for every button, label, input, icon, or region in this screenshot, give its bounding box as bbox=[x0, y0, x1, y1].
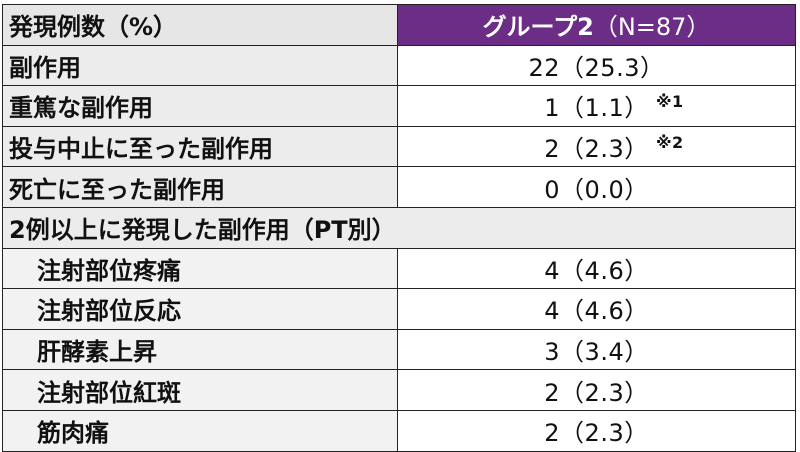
row-value-text: 0（0.0） bbox=[544, 175, 649, 204]
group-n: （N=87） bbox=[593, 13, 711, 42]
row-value-text: 1（1.1） bbox=[544, 94, 649, 123]
row-label: 副作用 bbox=[2, 44, 398, 87]
table-row: 注射部位反応 4（4.6） bbox=[2, 288, 796, 330]
row-value-text: 22（25.3） bbox=[528, 53, 665, 82]
footnote-marker: ※2 bbox=[656, 132, 684, 152]
table-row: 筋肉痛 2（2.3） bbox=[2, 409, 796, 452]
row-value-text: 2（2.3） bbox=[544, 135, 649, 164]
group-header: グループ2（N=87） bbox=[397, 4, 796, 46]
table-row: 注射部位疼痛 4（4.6） bbox=[2, 247, 796, 290]
table-row: 重篤な副作用 1（1.1） ※1 bbox=[2, 85, 796, 127]
row-label: 重篤な副作用 bbox=[2, 85, 398, 127]
adverse-reaction-table: 発現例数（%） グループ2（N=87） 副作用 22（25.3） 重篤な副作用 … bbox=[2, 4, 796, 452]
table-row: 肝酵素上昇 3（3.4） bbox=[2, 328, 796, 371]
pt-value: 4（4.6） bbox=[397, 247, 796, 290]
pt-label: 注射部位疼痛 bbox=[2, 247, 398, 290]
section-title: 2例以上に発現した副作用（PT別） bbox=[2, 206, 796, 249]
pt-label: 注射部位反応 bbox=[2, 288, 398, 330]
row-value: 0（0.0） bbox=[397, 166, 796, 208]
header-label: 発現例数（%） bbox=[2, 4, 398, 46]
pt-value: 2（2.3） bbox=[397, 409, 796, 452]
table-row: 副作用 22（25.3） bbox=[2, 44, 796, 87]
pt-value: 3（3.4） bbox=[397, 328, 796, 371]
pt-label: 肝酵素上昇 bbox=[2, 328, 398, 371]
pt-label: 注射部位紅斑 bbox=[2, 369, 398, 411]
row-label: 投与中止に至った副作用 bbox=[2, 125, 398, 168]
table-row: 投与中止に至った副作用 2（2.3） ※2 bbox=[2, 125, 796, 168]
row-value: 2（2.3） ※2 bbox=[397, 125, 796, 168]
table-row: 注射部位紅斑 2（2.3） bbox=[2, 369, 796, 411]
header-row: 発現例数（%） グループ2（N=87） bbox=[2, 4, 796, 46]
pt-label: 筋肉痛 bbox=[2, 409, 398, 452]
pt-value: 4（4.6） bbox=[397, 288, 796, 330]
adverse-reaction-table-container: 発現例数（%） グループ2（N=87） 副作用 22（25.3） 重篤な副作用 … bbox=[2, 4, 796, 452]
group-name: グループ2 bbox=[482, 13, 594, 42]
section-row: 2例以上に発現した副作用（PT別） bbox=[2, 206, 796, 249]
row-value: 22（25.3） bbox=[397, 44, 796, 87]
pt-value: 2（2.3） bbox=[397, 369, 796, 411]
table-row: 死亡に至った副作用 0（0.0） bbox=[2, 166, 796, 208]
row-label: 死亡に至った副作用 bbox=[2, 166, 398, 208]
row-value: 1（1.1） ※1 bbox=[397, 85, 796, 127]
footnote-marker: ※1 bbox=[656, 92, 684, 112]
